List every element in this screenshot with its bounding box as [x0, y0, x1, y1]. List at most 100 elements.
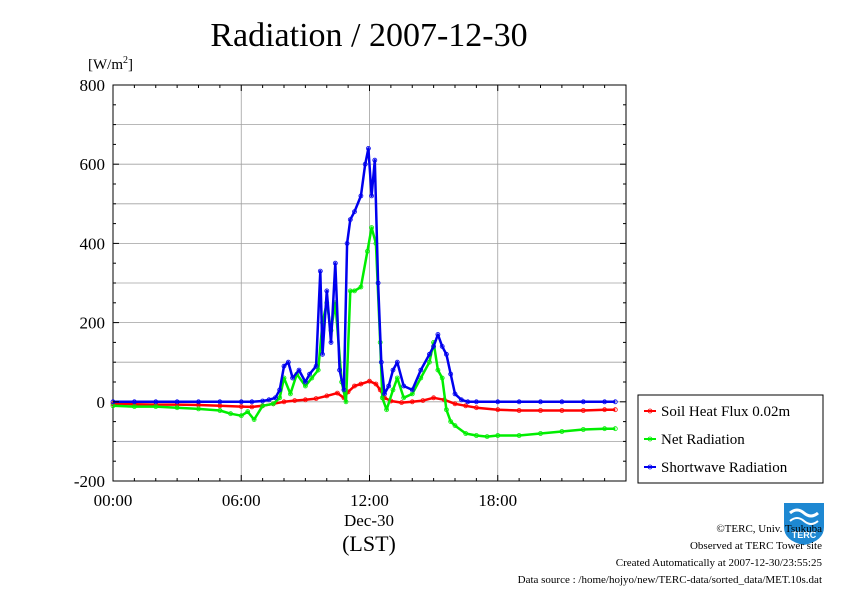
data-point: [612, 426, 618, 432]
x-tick-label: 00:00: [94, 491, 133, 510]
data-point: [390, 387, 396, 393]
data-point: [174, 399, 180, 405]
data-point: [452, 401, 458, 407]
data-point: [352, 383, 357, 389]
data-point: [238, 413, 244, 419]
data-point: [352, 288, 357, 294]
data-point: [260, 403, 266, 409]
data-point: [369, 225, 375, 231]
legend-box: [637, 394, 824, 484]
x-tick-label: 18:00: [478, 491, 517, 510]
data-point: [538, 399, 543, 405]
data-point: [315, 367, 321, 373]
data-point: [358, 381, 364, 387]
data-point: [281, 363, 287, 369]
data-point: [217, 399, 223, 405]
legend-marker: [647, 408, 653, 414]
data-point: [217, 408, 223, 413]
y-tick-label: 600: [80, 155, 106, 174]
logo-text: TERC: [792, 530, 817, 540]
data-point: [369, 193, 375, 199]
legend-label: Net Radiation: [661, 432, 745, 448]
data-point: [418, 367, 424, 373]
data-point: [266, 397, 272, 403]
data-point: [307, 371, 313, 377]
data-point: [260, 398, 266, 404]
x-tick-label: 06:00: [222, 491, 261, 510]
series-line: [113, 147, 616, 404]
data-point: [290, 375, 296, 381]
data-point: [473, 405, 479, 411]
data-point: [285, 359, 291, 365]
data-point: [484, 434, 490, 440]
data-point: [302, 379, 308, 385]
data-point: [452, 423, 458, 429]
chart-title: Radiation / 2007-12-30: [210, 17, 527, 54]
footer-source: Data source : /home/hojyo/new/TERC-data/…: [518, 574, 822, 586]
data-point: [313, 396, 319, 402]
data-point: [174, 405, 180, 411]
data-point: [516, 433, 522, 438]
series-2: [110, 145, 618, 405]
data-point: [448, 371, 454, 377]
data-point: [358, 284, 364, 290]
data-point: [341, 387, 347, 393]
y-tick-label: 400: [80, 234, 106, 253]
data-point: [463, 403, 469, 409]
x-axis-date-label: Dec-30: [344, 511, 394, 530]
data-point: [347, 217, 353, 223]
data-point: [245, 409, 251, 415]
data-point: [131, 404, 137, 410]
data-point: [439, 375, 445, 381]
data-point: [270, 401, 276, 407]
data-point: [386, 383, 392, 389]
data-point: [317, 268, 323, 274]
data-point: [362, 161, 368, 167]
data-point: [452, 391, 458, 397]
data-point: [375, 280, 381, 286]
legend-entry: Net Radiation: [644, 432, 745, 448]
logo-wave-shape-2: [789, 517, 819, 525]
data-point: [443, 407, 449, 413]
data-point: [238, 399, 244, 405]
data-point: [384, 407, 390, 413]
data-point: [343, 399, 349, 405]
data-point: [287, 391, 293, 397]
data-point: [249, 404, 255, 410]
data-point: [364, 248, 370, 254]
y-tick-label: -200: [74, 472, 105, 491]
data-point: [296, 367, 302, 373]
data-point: [426, 351, 432, 357]
logo-shield-shape: [784, 503, 824, 545]
data-point: [251, 417, 257, 423]
data-point: [302, 397, 308, 403]
data-point: [292, 398, 298, 404]
data-point: [337, 367, 343, 373]
data-point: [365, 145, 371, 151]
y-ticks: -200 0 200 400 600 800: [74, 76, 626, 491]
data-point: [602, 399, 607, 405]
y-tick-label: 0: [97, 393, 106, 412]
data-point: [394, 359, 400, 365]
series-0: [110, 378, 618, 413]
x-tick-label: 12:00: [350, 491, 389, 510]
legend-marker: [647, 464, 653, 470]
data-point: [328, 339, 334, 345]
x-ticks: 00:00 06:00 12:00 18:00: [94, 85, 627, 510]
data-point: [559, 429, 565, 434]
legend-entry: Shortwave Radiation: [644, 460, 788, 476]
data-point: [439, 343, 445, 349]
legend: Soil Heat Flux 0.02m Net Radiation Shortwa…: [637, 394, 824, 484]
data-point: [196, 406, 201, 412]
data-point: [559, 408, 565, 413]
logo-wave-shape: [789, 508, 819, 518]
data-point: [153, 399, 159, 405]
data-point: [463, 431, 469, 436]
data-point: [465, 399, 471, 405]
data-point: [332, 260, 338, 266]
data-point: [378, 359, 384, 365]
y-tick-label: 800: [80, 76, 106, 95]
data-point: [458, 397, 464, 403]
data-point: [352, 209, 357, 215]
